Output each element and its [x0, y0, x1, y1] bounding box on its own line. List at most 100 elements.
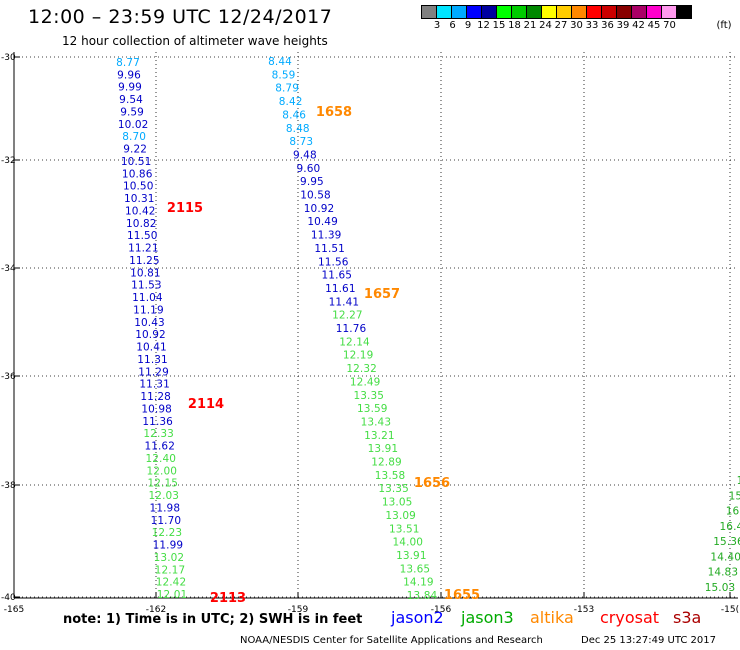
scale-swatch	[586, 5, 602, 19]
scale-swatch	[616, 5, 632, 19]
swh-value: 10.31	[124, 193, 155, 205]
pass-time-label: 1656	[414, 476, 450, 491]
swh-value: 13.02	[154, 552, 185, 564]
swh-value: 8.77	[116, 57, 140, 69]
swh-value: 13.43	[361, 416, 392, 428]
swh-value: 10.41	[136, 342, 167, 354]
pass-time-label: 2114	[188, 397, 224, 412]
swh-value: 15.03	[705, 582, 736, 594]
swh-value: 10.81	[130, 267, 161, 279]
swh-value: 8.59	[272, 69, 296, 81]
swh-value: 12.33	[143, 428, 174, 440]
map-title: 12:00 – 23:59 UTC 12/24/2017	[28, 6, 333, 28]
swh-value: 12.01	[157, 589, 188, 601]
swh-value: 14.83	[708, 567, 739, 579]
swh-value: 11.53	[131, 280, 162, 292]
swh-value: 13.91	[368, 443, 399, 455]
scale-swatch	[481, 5, 497, 19]
lat-label: -38	[1, 481, 16, 491]
pass-time-label: 1658	[316, 105, 352, 120]
swh-value: 12.32	[346, 363, 377, 375]
scale-label: 3	[433, 20, 441, 31]
swh-value: 11.99	[153, 540, 184, 552]
swh-value: 11.31	[137, 354, 168, 366]
legend-s3a: s3a	[673, 608, 702, 627]
pass-time-label: 1655	[444, 588, 480, 603]
color-scale-swatches	[421, 5, 692, 19]
swh-value: 10.43	[134, 317, 165, 329]
swh-value: 14.40	[710, 551, 740, 563]
scale-label: 70	[663, 20, 676, 31]
map-subtitle: 12 hour collection of altimeter wave hei…	[62, 34, 328, 48]
swh-value: 8.44	[268, 56, 292, 68]
scale-swatch	[571, 5, 587, 19]
swh-value: 13.09	[385, 510, 416, 522]
swh-value: 12.17	[155, 564, 186, 576]
swh-value: 8.70	[122, 131, 146, 143]
lat-label: -40	[1, 593, 16, 603]
scale-label: 6	[449, 20, 456, 31]
swh-value: 11.50	[127, 230, 158, 242]
scale-label: 24	[539, 20, 552, 31]
swh-value: 13.59	[357, 403, 388, 415]
footer-note: note: 1) Time is in UTC; 2) SWH is in fe…	[63, 612, 363, 627]
scale-label: 30	[570, 20, 583, 31]
swh-value: 11.56	[318, 256, 349, 268]
swh-value: 9.54	[119, 94, 143, 106]
swh-value: 11.36	[142, 416, 173, 428]
scale-label: 45	[647, 20, 661, 31]
swh-value: 9.22	[123, 144, 147, 156]
swh-value: 12.27	[332, 310, 363, 322]
swh-value: 12.14	[339, 336, 370, 348]
swh-value: 11.25	[129, 255, 160, 267]
swh-value: 11.41	[329, 296, 360, 308]
swh-value: 12.00	[146, 465, 177, 477]
scale-swatch	[631, 5, 647, 19]
swh-value: 10.51	[121, 156, 152, 168]
scale-swatch	[676, 5, 692, 19]
credit-text: NOAA/NESDIS Center for Satellite Applica…	[240, 635, 543, 646]
lon-label: -156	[431, 605, 452, 615]
scale-label: 42	[632, 20, 645, 31]
scale-swatch	[511, 5, 527, 19]
lon-label: -159	[288, 605, 309, 615]
legend-jason2: jason2	[391, 608, 444, 627]
swh-value: 9.60	[297, 163, 321, 175]
lat-label: -32	[1, 156, 16, 166]
scale-swatch	[466, 5, 482, 19]
lon-label: -165	[4, 605, 24, 615]
scale-swatch	[661, 5, 677, 19]
swh-value: 13.84	[407, 590, 438, 602]
swh-value: 8.73	[289, 136, 313, 148]
swh-value: 10.98	[141, 403, 172, 415]
swh-value: 8.46	[282, 109, 306, 121]
swh-value: 13.58	[375, 470, 406, 482]
swh-value: 13.35	[353, 390, 384, 402]
swh-value: 12.40	[145, 453, 176, 465]
swh-value: 11.04	[132, 292, 163, 304]
swh-value: 10.58	[300, 190, 331, 202]
scale-swatch	[601, 5, 617, 19]
swh-value: 9.96	[117, 69, 141, 81]
scale-swatch	[436, 5, 452, 19]
lat-label: -34	[1, 264, 16, 274]
pass-time-label: 1657	[364, 287, 400, 302]
swh-value: 8.79	[275, 83, 299, 95]
swh-value: 13.21	[364, 430, 395, 442]
scale-label: 21	[523, 20, 537, 31]
swh-value: 10.82	[126, 218, 157, 230]
swh-value: 10.02	[118, 119, 149, 131]
swh-value: 13.35	[378, 483, 409, 495]
swh-value: 14.00	[393, 537, 424, 549]
swh-value: 8.42	[279, 96, 303, 108]
scale-swatch	[451, 5, 467, 19]
pass-time-label: 2113	[210, 591, 246, 606]
swh-value: 14.19	[403, 577, 434, 589]
swh-value: 13.65	[400, 563, 431, 575]
scale-label: 39	[616, 20, 630, 31]
scale-label: 9	[464, 20, 472, 31]
scale-swatch	[646, 5, 662, 19]
swh-value: 9.59	[120, 106, 144, 118]
swh-value: 13.51	[389, 523, 420, 535]
